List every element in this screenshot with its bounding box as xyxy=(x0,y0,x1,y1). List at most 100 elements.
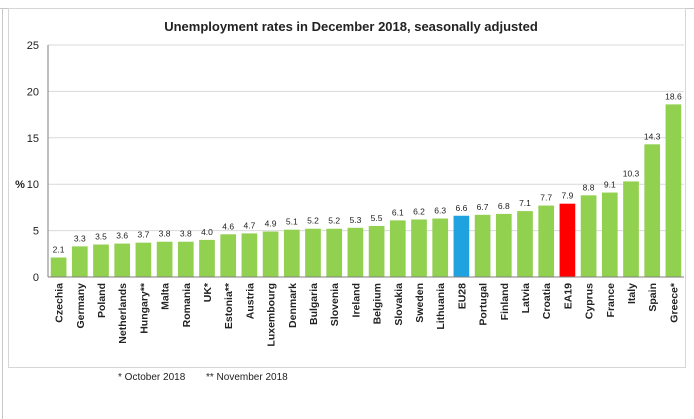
category-label: Luxembourg xyxy=(266,283,278,347)
bar xyxy=(665,104,682,277)
category-label: Netherlands xyxy=(117,283,129,344)
category-label: Latvia xyxy=(520,283,532,314)
bar xyxy=(326,228,343,277)
category-label: Spain xyxy=(647,283,659,312)
data-label: 7.7 xyxy=(540,193,552,203)
category-label: Belgium xyxy=(372,283,384,324)
data-label: 3.7 xyxy=(137,230,149,240)
category-label: EA19 xyxy=(562,283,574,309)
bar xyxy=(114,243,131,277)
bar xyxy=(305,228,321,277)
bar xyxy=(389,220,406,277)
category-label: Italy xyxy=(626,283,638,304)
data-label: 9.1 xyxy=(604,180,616,190)
bar xyxy=(644,144,661,277)
data-label: 6.7 xyxy=(477,202,489,212)
bar xyxy=(347,227,364,277)
footnote-november: ** November 2018 xyxy=(206,372,288,383)
chart-frame xyxy=(8,8,686,368)
category-label: Slovakia xyxy=(393,283,405,326)
data-label: 5.2 xyxy=(328,216,340,226)
bar xyxy=(156,241,173,277)
footnote-october: * October 2018 xyxy=(118,372,186,383)
category-label: Finland xyxy=(499,283,511,320)
category-label: Cyprus xyxy=(584,283,596,319)
category-label: Romania xyxy=(181,283,193,328)
data-label: 7.1 xyxy=(519,198,531,208)
data-label: 5.1 xyxy=(286,217,298,227)
bar xyxy=(93,244,109,277)
chart-title: Unemployment rates in December 2018, sea… xyxy=(164,19,538,34)
bar xyxy=(411,219,427,277)
data-label: 3.3 xyxy=(74,233,86,243)
data-label: 7.9 xyxy=(561,191,573,201)
bar xyxy=(601,192,618,277)
category-label: Sweden xyxy=(414,283,426,323)
y-tick-label: 10 xyxy=(27,179,39,191)
y-tick-label: 15 xyxy=(27,133,39,145)
data-label: 6.6 xyxy=(455,203,467,213)
category-label: Hungary** xyxy=(138,282,150,334)
bar xyxy=(71,246,88,277)
bar xyxy=(453,215,470,277)
bar xyxy=(495,213,512,277)
data-label: 4.0 xyxy=(201,227,213,237)
bar xyxy=(474,214,491,277)
category-label: Lithuania xyxy=(435,283,447,330)
data-label: 6.3 xyxy=(434,206,446,216)
category-label: Malta xyxy=(160,283,172,310)
data-label: 5.5 xyxy=(371,213,383,223)
data-label: 3.8 xyxy=(180,229,192,239)
data-label: 14.3 xyxy=(644,131,661,141)
category-label: Poland xyxy=(96,283,108,318)
y-tick-label: 0 xyxy=(33,272,39,284)
category-label: Bulgaria xyxy=(308,283,320,325)
category-label: Germany xyxy=(75,283,87,329)
data-label: 3.6 xyxy=(116,231,128,241)
y-tick-label: 25 xyxy=(27,40,39,52)
category-label: Greece* xyxy=(668,282,680,323)
category-label: Czechia xyxy=(54,283,66,323)
data-label: 4.7 xyxy=(243,220,255,230)
category-label: Austria xyxy=(244,283,256,319)
bar xyxy=(432,218,449,277)
y-axis-label: % xyxy=(15,179,25,191)
data-label: 8.8 xyxy=(583,182,595,192)
left-border xyxy=(0,8,3,419)
data-label: 4.6 xyxy=(222,221,234,231)
data-label: 6.1 xyxy=(392,207,404,217)
category-label: Slovenia xyxy=(329,283,341,326)
data-label: 6.2 xyxy=(413,206,425,216)
category-label: Portugal xyxy=(478,283,490,326)
bar xyxy=(262,231,279,277)
data-label: 10.3 xyxy=(623,168,640,178)
data-label: 2.1 xyxy=(53,245,65,255)
bar xyxy=(517,211,533,277)
data-label: 5.2 xyxy=(307,216,319,226)
bar xyxy=(177,241,194,277)
category-label: EU28 xyxy=(456,283,468,309)
bar xyxy=(135,242,152,277)
bar xyxy=(580,195,597,277)
data-label: 6.8 xyxy=(498,201,510,211)
bar xyxy=(559,203,576,277)
data-label: 5.3 xyxy=(349,215,361,225)
data-label: 3.5 xyxy=(95,232,107,242)
data-label: 4.9 xyxy=(265,219,277,229)
category-label: Ireland xyxy=(350,283,362,317)
bar xyxy=(50,257,67,277)
data-label: 3.8 xyxy=(159,229,171,239)
bar xyxy=(368,225,385,277)
y-tick-label: 5 xyxy=(33,226,39,238)
bar xyxy=(241,233,258,277)
bar xyxy=(538,205,555,277)
bar xyxy=(199,239,215,277)
bar xyxy=(623,181,639,277)
category-label: UK* xyxy=(202,282,214,302)
bar xyxy=(283,229,300,277)
category-label: Denmark xyxy=(287,283,299,328)
category-label: Croatia xyxy=(541,283,553,319)
data-label: 18.6 xyxy=(665,91,682,101)
